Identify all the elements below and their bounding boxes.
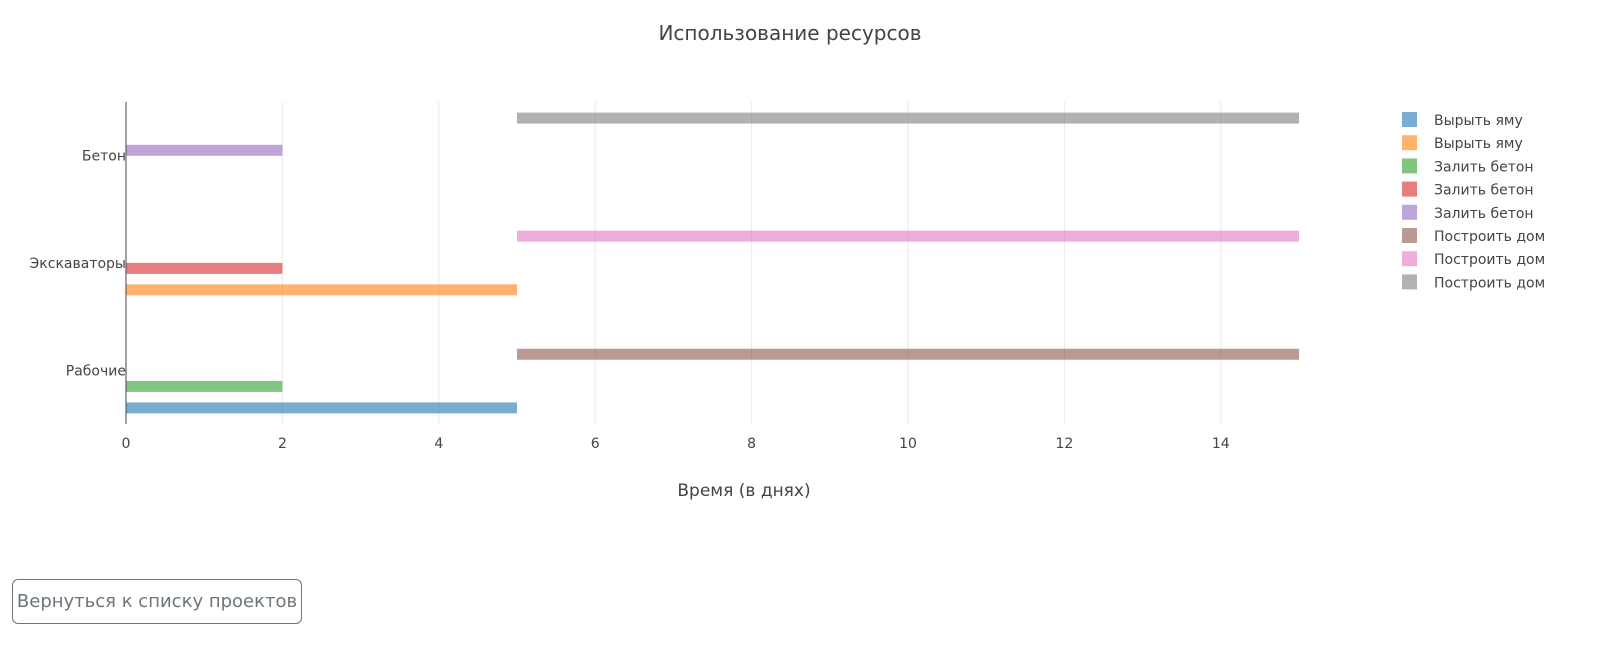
legend-label[interactable]: Вырыть яму <box>1434 113 1523 129</box>
x-tick-label: 12 <box>1055 436 1073 452</box>
legend-swatch[interactable] <box>1402 228 1417 243</box>
legend-swatch[interactable] <box>1402 135 1417 151</box>
legend-label[interactable]: Залить бетон <box>1434 183 1534 199</box>
y-category-label: Рабочие <box>66 363 126 379</box>
legend-swatch[interactable] <box>1402 158 1417 174</box>
legend-swatch[interactable] <box>1402 204 1417 220</box>
legend-swatch[interactable] <box>1402 251 1417 267</box>
bar[interactable] <box>126 144 283 156</box>
x-axis-title: Время (в днях) <box>677 481 810 501</box>
back-to-projects-button[interactable]: Вернуться к списку проектов <box>12 579 302 624</box>
x-tick-label: 2 <box>278 436 287 452</box>
bars <box>126 112 1299 414</box>
x-tick-label: 8 <box>747 436 756 452</box>
x-tick-label: 0 <box>122 436 131 452</box>
legend-swatch[interactable] <box>1402 274 1417 290</box>
legend-label[interactable]: Вырыть яму <box>1434 136 1523 152</box>
bar[interactable] <box>126 402 517 414</box>
x-tick-label: 6 <box>591 436 600 452</box>
legend-label[interactable]: Построить дом <box>1434 275 1545 291</box>
legend-label[interactable]: Построить дом <box>1434 229 1545 245</box>
chart-title: Использование ресурсов <box>658 21 921 45</box>
bar[interactable] <box>517 230 1299 242</box>
legend-label[interactable]: Залить бетон <box>1434 159 1534 175</box>
legend-swatch[interactable] <box>1402 112 1417 127</box>
bar[interactable] <box>517 348 1299 360</box>
bar[interactable] <box>126 284 517 296</box>
x-tick-label: 14 <box>1212 436 1230 452</box>
bar[interactable] <box>126 262 283 274</box>
bar[interactable] <box>126 380 283 392</box>
bar[interactable] <box>517 112 1299 124</box>
y-category-labels: Рабочие Экскаваторы Бетон <box>30 149 126 380</box>
x-tick-labels: 0 2 4 6 8 10 12 14 <box>122 436 1230 452</box>
y-category-label: Бетон <box>82 149 126 165</box>
resource-usage-chart: 0 2 4 6 8 10 12 14 Рабочие Экскаваторы Бетон Испо… <box>30 21 1546 501</box>
x-tick-label: 10 <box>899 436 917 452</box>
x-tick-label: 4 <box>434 436 443 452</box>
legend-swatch[interactable] <box>1402 181 1417 197</box>
legend-label[interactable]: Построить дом <box>1434 252 1545 268</box>
legend-label[interactable]: Залить бетон <box>1434 206 1534 222</box>
gridlines <box>281 102 1222 424</box>
legend[interactable]: Вырыть яму Вырыть яму Залить бетон Залить б… <box>1402 112 1545 291</box>
y-category-label: Экскаваторы <box>30 256 126 272</box>
